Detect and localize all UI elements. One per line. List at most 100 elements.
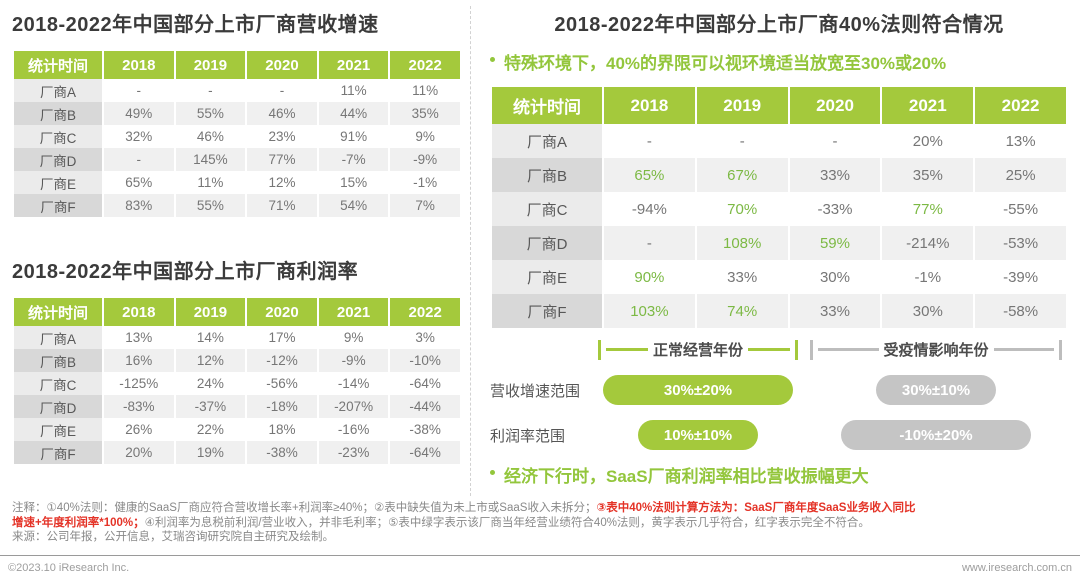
table-row: 厂商A - - -20% 13%: [492, 124, 1066, 158]
range-legend: 正常经营年份 受疫情影响年份 营收增速范围 30%±20%: [490, 339, 1068, 450]
rule40-note-bullet: 特殊环境下，40%的界限可以视环境适当放宽至30%或20%: [490, 49, 1068, 74]
value-cell: -: [604, 226, 695, 260]
table-row: 厂商F 20% 19% -38% -23% -64%: [14, 441, 460, 464]
value-cell: 49%: [104, 102, 174, 125]
value-cell: 65%: [604, 158, 695, 192]
value-cell: -64%: [390, 441, 460, 464]
year-header: 2020: [247, 298, 317, 326]
value-cell: 7%: [390, 194, 460, 217]
value-cell: 59%: [789, 226, 881, 260]
vendor-label: 厂商A: [14, 79, 102, 102]
year-header: 2019: [696, 87, 788, 124]
table-row: 厂商C -94% 70% -33% 77% -55%: [492, 192, 1066, 226]
value-cell: 108%: [696, 226, 788, 260]
table-row: 厂商B 65% 67% 33% 35% 25%: [492, 158, 1066, 192]
revenue-growth-table: 统计时间 2018 2019 2020 2021 2022 厂商A - - -11% 11% 厂商B 4…: [12, 51, 462, 217]
value-cell: -9%: [318, 349, 389, 372]
vendor-label: 厂商B: [14, 102, 102, 125]
revenue-normal-pill: 30%±20%: [603, 375, 793, 405]
normal-years-bracket: 正常经营年份: [598, 339, 799, 360]
value-cell: 11%: [390, 79, 460, 102]
value-cell: 18%: [247, 418, 317, 441]
header-row: 统计时间 2018 2019 2020 2021 2022: [14, 298, 460, 326]
value-cell: 46%: [175, 125, 246, 148]
header-row: 统计时间 2018 2019 2020 2021 2022: [14, 51, 460, 79]
value-cell: -64%: [390, 372, 460, 395]
source-line: 来源：公司年报，公开信息，艾瑞咨询研究院自主研究及绘制。: [12, 531, 334, 543]
table-row: 厂商B 49% 55% 46% 44% 35%: [14, 102, 460, 125]
value-cell: 30%: [789, 260, 881, 294]
value-cell: -: [104, 148, 174, 171]
year-header: 2018: [604, 87, 695, 124]
table-row: 厂商B 16% 12% -12% -9% -10%: [14, 349, 460, 372]
summary-bullet: 经济下行时，SaaS厂商利润率相比营收振幅更大: [490, 462, 1068, 487]
normal-zone: 10%±10%: [598, 420, 798, 450]
value-cell: -38%: [390, 418, 460, 441]
value-cell: 71%: [247, 194, 317, 217]
value-cell: -214%: [882, 226, 974, 260]
value-cell: 35%: [390, 102, 460, 125]
year-header: 2018: [104, 51, 174, 79]
value-cell: -9%: [390, 148, 460, 171]
legend-header: 正常经营年份 受疫情影响年份: [490, 339, 1068, 360]
bracket-line-icon: [748, 348, 791, 351]
revenue-range-row: 营收增速范围 30%±20% 30%±10%: [490, 375, 1068, 405]
value-cell: 12%: [247, 171, 317, 194]
footnotes: 注释：①40%法则：健康的SaaS厂商应符合营收增长率+利润率≥40%；②表中缺…: [12, 501, 1072, 545]
value-cell: -14%: [318, 372, 389, 395]
value-cell: 20%: [882, 124, 974, 158]
footnote-red-text: 增速+年度利润率*100%；: [12, 516, 145, 529]
table-row: 厂商C 32% 46% 23% 91% 9%: [14, 125, 460, 148]
value-cell: 54%: [318, 194, 389, 217]
value-cell: 33%: [789, 158, 881, 192]
value-cell: 17%: [247, 326, 317, 349]
value-cell: 23%: [247, 125, 317, 148]
value-cell: 22%: [175, 418, 246, 441]
value-cell: 35%: [882, 158, 974, 192]
value-cell: -39%: [975, 260, 1066, 294]
value-cell: 91%: [318, 125, 389, 148]
profit-margin-title: 2018-2022年中国部分上市厂商利润率: [12, 261, 359, 283]
value-cell: -207%: [318, 395, 389, 418]
value-cell: 83%: [104, 194, 174, 217]
value-cell: -125%: [104, 372, 174, 395]
value-cell: -: [696, 124, 788, 158]
value-cell: 33%: [696, 260, 788, 294]
stat-period-header: 统计时间: [14, 298, 102, 326]
value-cell: 15%: [318, 171, 389, 194]
covid-years-bracket: 受疫情影响年份: [810, 339, 1063, 360]
value-cell: -18%: [247, 395, 317, 418]
value-cell: -23%: [318, 441, 389, 464]
vendor-label: 厂商B: [14, 349, 102, 372]
value-cell: 33%: [789, 294, 881, 328]
footnote-red-text: ③表中40%法则计算方法为：SaaS厂商年度SaaS业务收入同比: [596, 502, 916, 514]
table-row: 厂商E 26% 22% 18% -16% -38%: [14, 418, 460, 441]
year-header: 2021: [882, 87, 974, 124]
vertical-dashed-divider: [470, 6, 471, 496]
value-cell: -58%: [975, 294, 1066, 328]
normal-zone: 30%±20%: [598, 375, 798, 405]
bracket-tick-icon: [810, 339, 813, 360]
value-cell: 77%: [882, 192, 974, 226]
value-cell: 9%: [390, 125, 460, 148]
value-cell: -37%: [175, 395, 246, 418]
value-cell: 103%: [604, 294, 695, 328]
bracket-tick-icon: [598, 339, 601, 360]
value-cell: 44%: [318, 102, 389, 125]
revenue-growth-title: 2018-2022年中国部分上市厂商营收增速: [12, 14, 379, 36]
website-text: www.iresearch.com.cn: [961, 562, 1072, 574]
value-cell: -38%: [247, 441, 317, 464]
bracket-line-icon: [993, 348, 1055, 351]
table-row: 厂商F 83% 55% 71% 54% 7%: [14, 194, 460, 217]
vendor-label: 厂商C: [14, 125, 102, 148]
profit-range-row: 利润率范围 10%±10% -10%±20%: [490, 420, 1068, 450]
value-cell: 24%: [175, 372, 246, 395]
vendor-label: 厂商D: [14, 148, 102, 171]
year-header: 2021: [318, 298, 389, 326]
value-cell: -: [175, 79, 246, 102]
summary-text: 经济下行时，SaaS厂商利润率相比营收振幅更大: [504, 467, 869, 486]
year-header: 2022: [390, 51, 460, 79]
vendor-label: 厂商B: [492, 158, 602, 192]
value-cell: 26%: [104, 418, 174, 441]
vendor-label: 厂商F: [14, 194, 102, 217]
